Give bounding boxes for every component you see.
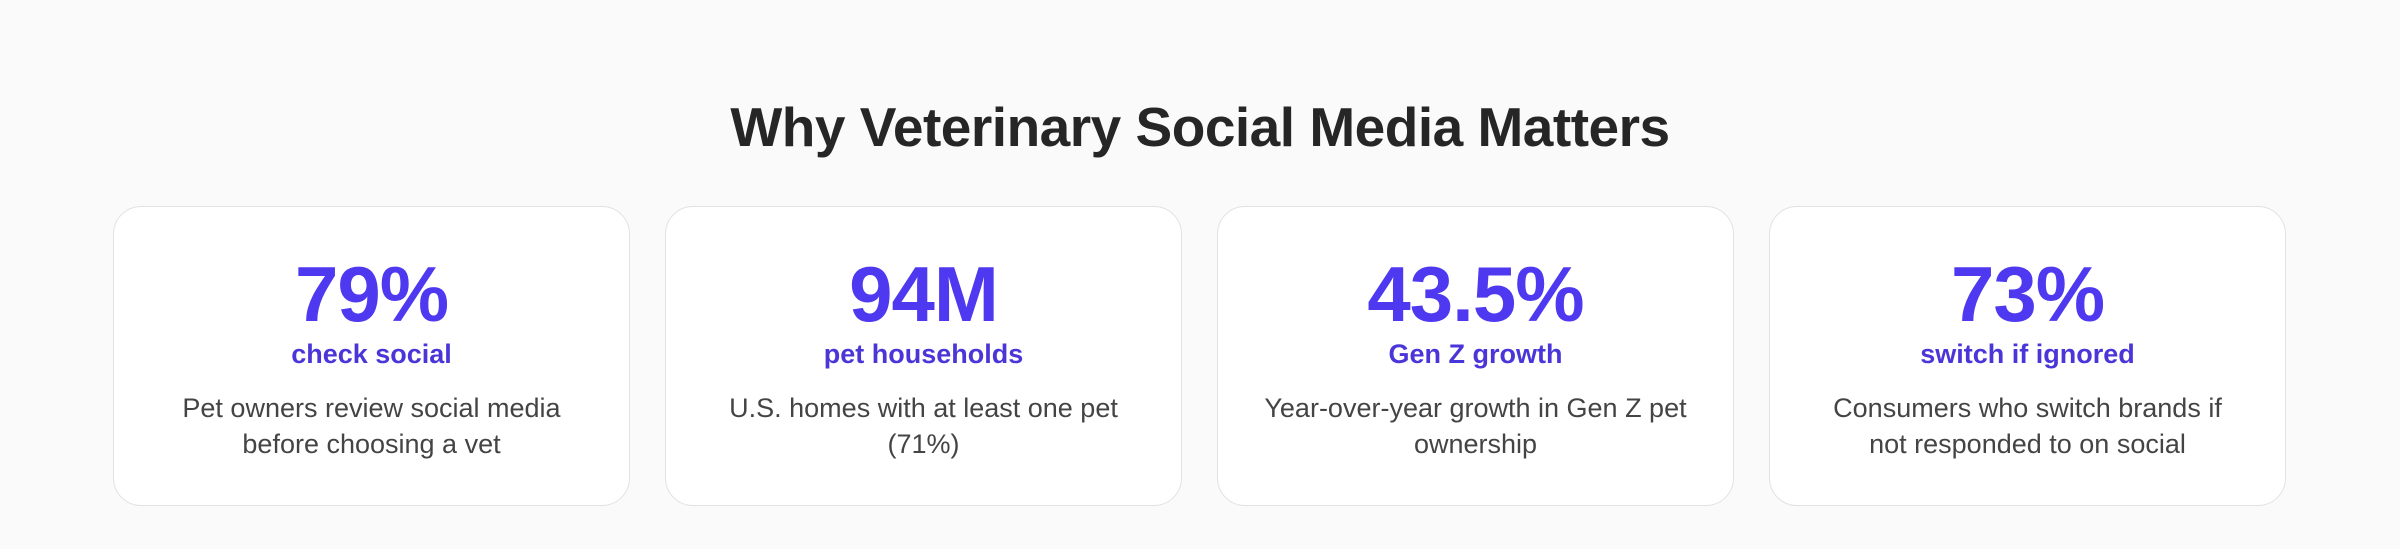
stat-label: Gen Z growth — [1388, 339, 1563, 369]
stat-label: switch if ignored — [1920, 339, 2135, 369]
stat-card-switch-if-ignored: 73% switch if ignored Consumers who swit… — [1769, 206, 2286, 506]
stat-value: 73% — [1950, 250, 2105, 338]
stats-grid: 79% check social Pet owners review socia… — [113, 206, 2288, 508]
stat-description: Consumers who switch brands if not respo… — [1833, 393, 2222, 459]
stat-value: 43.5% — [1367, 250, 1584, 338]
stat-description: U.S. homes with at least one pet (71%) — [729, 393, 1118, 459]
stat-card-social-check: 79% check social Pet owners review socia… — [113, 206, 630, 506]
stat-label: pet households — [823, 339, 1024, 369]
stat-value: 94M — [849, 250, 999, 338]
stat-value: 79% — [294, 250, 449, 338]
stat-label: check social — [291, 339, 452, 369]
stat-card-gen-z-growth: 43.5% Gen Z growth Year-over-year growth… — [1217, 206, 1734, 506]
section-title: Why Veterinary Social Media Matters — [730, 96, 1670, 158]
stat-description: Pet owners review social media before ch… — [182, 393, 561, 459]
stat-card-pet-households: 94M pet households U.S. homes with at le… — [665, 206, 1182, 506]
stat-description: Year-over-year growth in Gen Z pet owner… — [1264, 393, 1687, 459]
